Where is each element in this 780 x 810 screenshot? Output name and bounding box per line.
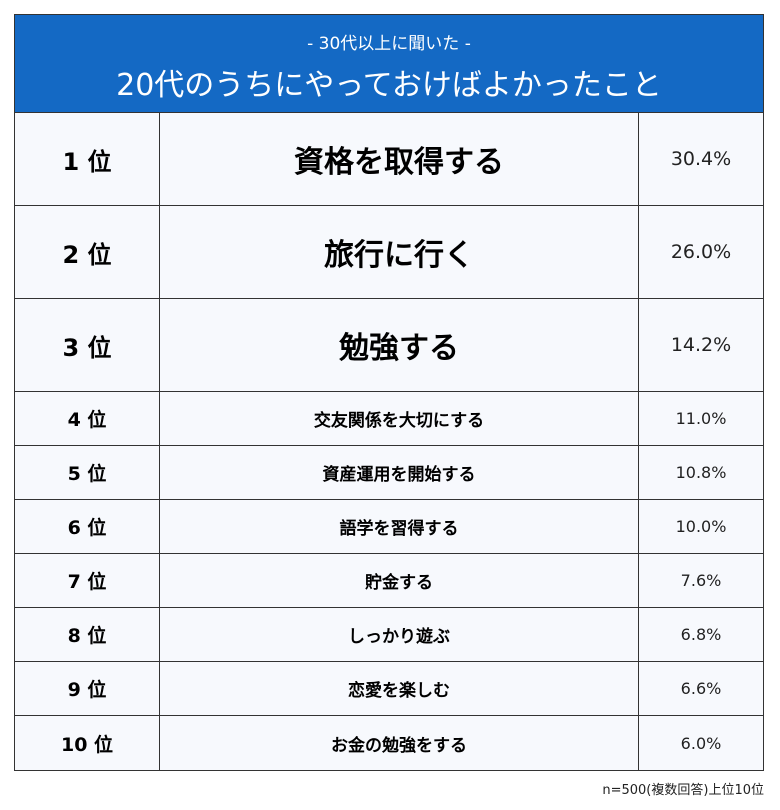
rank-cell: 10 位 [15, 716, 160, 770]
item-cell: お金の勉強をする [160, 716, 639, 770]
percent-cell: 7.6% [680, 571, 722, 590]
table-header: - 30代以上に聞いた - 20代のうちにやっておけばよかったこと [15, 15, 763, 113]
ranking-table: - 30代以上に聞いた - 20代のうちにやっておけばよかったこと 1 位資格を… [14, 14, 764, 771]
rank-cell: 1 位 [15, 113, 160, 205]
percent-cell: 11.0% [675, 409, 727, 428]
rank-cell: 9 位 [15, 662, 160, 715]
header-title: 20代のうちにやっておけばよかったこと [116, 68, 662, 103]
percent-cell: 26.0% [670, 241, 732, 263]
table-row: 8 位しっかり遊ぶ 6.8% [15, 608, 763, 662]
percent-cell: 6.6% [680, 679, 722, 698]
item-cell: 交友関係を大切にする [160, 392, 639, 445]
table-row: 4 位交友関係を大切にする 11.0% [15, 392, 763, 446]
table-row: 6 位語学を習得する 10.0% [15, 500, 763, 554]
rank-cell: 7 位 [15, 554, 160, 607]
item-cell: しっかり遊ぶ [160, 608, 639, 661]
item-cell: 語学を習得する [160, 500, 639, 553]
item-cell: 旅行に行く [160, 206, 639, 298]
table-row: 3 位勉強する 14.2% [15, 299, 763, 392]
percent-cell: 14.2% [670, 334, 732, 356]
header-subtitle: - 30代以上に聞いた - [307, 34, 471, 54]
percent-cell: 30.4% [670, 148, 732, 170]
table-row: 10 位お金の勉強をする 6.0% [15, 716, 763, 770]
percent-cell: 10.8% [675, 463, 727, 482]
percent-cell: 10.0% [675, 517, 727, 536]
survey-note: n=500(複数回答)上位10位 [602, 783, 764, 798]
item-cell: 資産運用を開始する [160, 446, 639, 499]
rank-cell: 3 位 [15, 299, 160, 391]
table-row: 1 位資格を取得する 30.4% [15, 113, 763, 206]
table-row: 5 位資産運用を開始する 10.8% [15, 446, 763, 500]
rank-cell: 6 位 [15, 500, 160, 553]
item-cell: 貯金する [160, 554, 639, 607]
percent-cell: 6.0% [680, 733, 722, 753]
item-cell: 資格を取得する [160, 113, 639, 205]
table-row: 2 位旅行に行く 26.0% [15, 206, 763, 299]
rank-cell: 5 位 [15, 446, 160, 499]
rank-cell: 4 位 [15, 392, 160, 445]
table-row: 7 位貯金する 7.6% [15, 554, 763, 608]
item-cell: 勉強する [160, 299, 639, 391]
rank-cell: 2 位 [15, 206, 160, 298]
item-cell: 恋愛を楽しむ [160, 662, 639, 715]
table-row: 9 位恋愛を楽しむ 6.6% [15, 662, 763, 716]
percent-cell: 6.8% [680, 625, 722, 644]
rank-cell: 8 位 [15, 608, 160, 661]
